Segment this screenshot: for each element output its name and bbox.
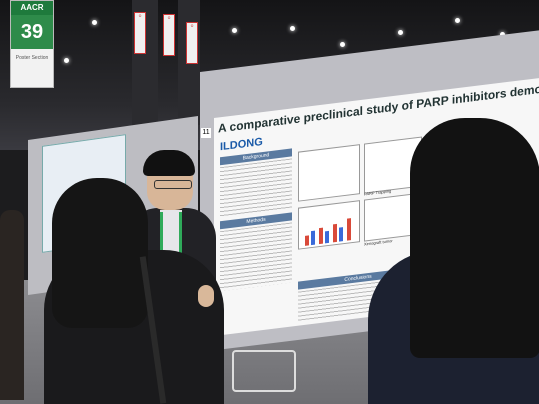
- no-smoking-sign: ⦸: [134, 12, 146, 54]
- poster-section-sign: AACR 39 Poster Section: [10, 0, 54, 88]
- attendee-hair: [52, 178, 148, 328]
- company-logo: ILDONG: [220, 136, 263, 154]
- ceiling-light: [455, 18, 460, 23]
- chart-bar: [319, 227, 323, 245]
- attendee-right-hair: [410, 118, 539, 358]
- chair: [232, 350, 296, 392]
- chart-bar: [339, 227, 343, 242]
- poster-bar-chart: [298, 200, 360, 250]
- no-smoking-sign: ⦸: [163, 14, 175, 56]
- ceiling-light: [290, 26, 295, 31]
- chart-bar: [311, 230, 315, 246]
- ceiling-light: [64, 58, 69, 63]
- ceiling-light: [232, 28, 237, 33]
- ceiling-light: [398, 30, 403, 35]
- no-smoking-sign: ⦸: [186, 22, 198, 64]
- poster-text-block: [220, 158, 292, 218]
- glasses: [154, 180, 192, 189]
- board-number: 11: [201, 128, 211, 138]
- poster-chart: [298, 144, 360, 202]
- presenter-hair: [143, 150, 195, 176]
- chart-bar: [333, 223, 337, 243]
- sign-header: AACR: [11, 1, 53, 15]
- ceiling-light: [340, 42, 345, 47]
- chart-bar: [347, 218, 351, 241]
- attendee-left: [0, 210, 24, 400]
- chart-bar: [325, 230, 329, 244]
- attendee-hand: [198, 285, 214, 307]
- poster-text-block: [220, 222, 292, 292]
- lanyard: [160, 212, 182, 270]
- chart-bar: [305, 235, 309, 246]
- sign-caption: Poster Section: [15, 55, 49, 61]
- ceiling-light: [92, 20, 97, 25]
- sign-number: 39: [11, 15, 53, 49]
